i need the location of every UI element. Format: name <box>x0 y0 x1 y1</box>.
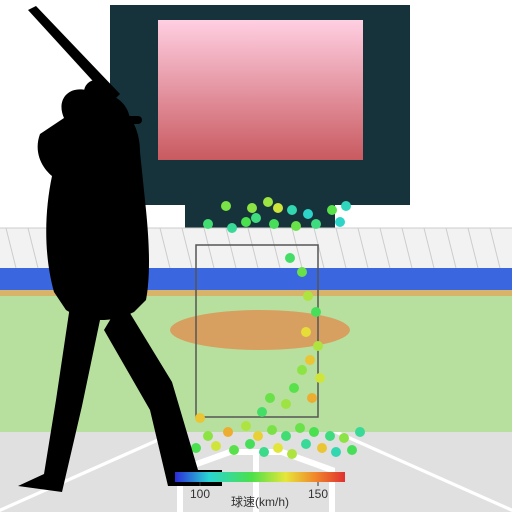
pitch-point <box>245 439 255 449</box>
pitch-point <box>305 355 315 365</box>
pitch-point <box>267 425 277 435</box>
pitch-point <box>339 433 349 443</box>
pitch-point <box>253 431 263 441</box>
pitch-point <box>281 399 291 409</box>
colorbar-tick: 100 <box>190 487 210 501</box>
pitch-point <box>301 439 311 449</box>
pitch-point <box>295 423 305 433</box>
colorbar-label: 球速(km/h) <box>231 495 289 509</box>
pitch-point <box>269 219 279 229</box>
pitch-point <box>341 201 351 211</box>
pitch-point <box>311 219 321 229</box>
pitch-point <box>203 431 213 441</box>
pitch-point <box>307 393 317 403</box>
pitch-point <box>241 421 251 431</box>
pitch-point <box>303 291 313 301</box>
colorbar-bar <box>175 472 345 482</box>
pitch-point <box>309 427 319 437</box>
pitch-point <box>227 223 237 233</box>
pitch-point <box>265 393 275 403</box>
pitch-point <box>221 201 231 211</box>
pitch-point <box>241 217 251 227</box>
pitch-point <box>355 427 365 437</box>
pitch-point <box>289 383 299 393</box>
pitch-point <box>303 209 313 219</box>
pitch-point <box>325 431 335 441</box>
pitch-point <box>211 441 221 451</box>
pitch-point <box>287 449 297 459</box>
pitch-point <box>285 253 295 263</box>
pitch-point <box>203 219 213 229</box>
pitch-point <box>315 373 325 383</box>
pitch-point <box>259 447 269 457</box>
pitch-point <box>313 341 323 351</box>
pitch-point <box>335 217 345 227</box>
pitch-point <box>257 407 267 417</box>
pitch-point <box>247 203 257 213</box>
pitch-point <box>251 213 261 223</box>
pitch-point <box>331 447 341 457</box>
pitch-point <box>223 427 233 437</box>
pitch-point <box>273 203 283 213</box>
pitch-point <box>327 205 337 215</box>
pitch-point <box>317 443 327 453</box>
pitch-point <box>297 365 307 375</box>
pitch-point <box>311 307 321 317</box>
pitch-point <box>301 327 311 337</box>
pitch-point <box>273 443 283 453</box>
pitch-point <box>297 267 307 277</box>
pitch-point <box>281 431 291 441</box>
pitch-point <box>291 221 301 231</box>
pitch-point <box>263 197 273 207</box>
pitch-point <box>287 205 297 215</box>
pitch-point <box>229 445 239 455</box>
pitch-point <box>347 445 357 455</box>
pitch-point <box>195 413 205 423</box>
pitch-location-chart: 100 150 球速(km/h) <box>0 0 512 512</box>
colorbar-tick: 150 <box>308 487 328 501</box>
